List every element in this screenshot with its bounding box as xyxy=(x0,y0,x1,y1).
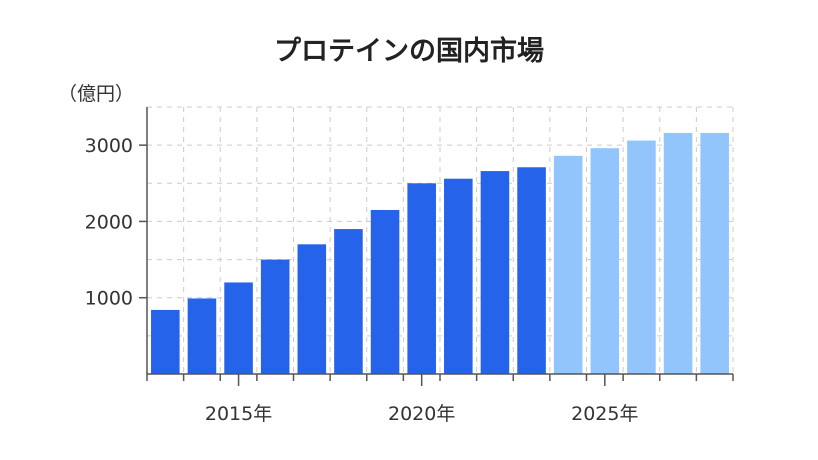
bar xyxy=(370,209,400,374)
bar xyxy=(480,171,510,374)
bar xyxy=(334,229,363,374)
bar xyxy=(700,132,729,374)
x-tick-label: 2025年 xyxy=(571,403,638,425)
bar xyxy=(297,244,327,374)
axes xyxy=(139,107,734,386)
bar xyxy=(517,167,546,374)
y-tick-label: 2000 xyxy=(85,211,133,233)
x-tick-label: 2015年 xyxy=(205,403,272,425)
grid xyxy=(147,106,734,374)
y-tick-label: 1000 xyxy=(85,288,133,310)
bars xyxy=(151,132,729,374)
bar xyxy=(260,259,290,374)
bar xyxy=(590,148,620,374)
bar xyxy=(444,178,473,374)
x-tick-label: 2020年 xyxy=(388,403,455,425)
bar xyxy=(151,309,180,374)
y-axis-unit-label: （億円） xyxy=(58,83,134,105)
y-tick-labels: 1000 2000 3000 xyxy=(85,135,133,310)
bar xyxy=(407,183,436,374)
chart-title: プロテインの国内市場 xyxy=(274,35,544,67)
y-tick-label: 3000 xyxy=(85,135,133,157)
x-tick-labels: 2015年 2020年 2025年 xyxy=(205,403,639,425)
bar xyxy=(663,132,693,374)
bar xyxy=(553,155,583,374)
bar xyxy=(627,140,656,374)
bar xyxy=(224,282,253,374)
bar xyxy=(187,298,217,374)
